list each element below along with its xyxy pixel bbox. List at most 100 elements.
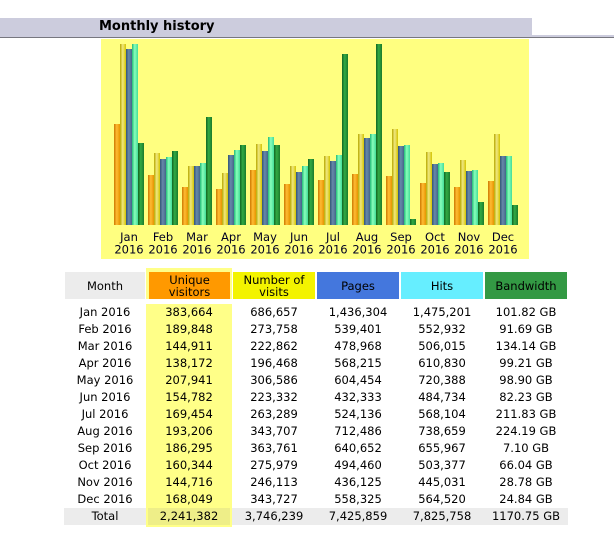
- cell-bandwidth: 98.90 GB: [499, 373, 553, 387]
- bar-visitors: [114, 124, 120, 225]
- bar-bandwidth: [206, 117, 212, 225]
- cell-month: Nov 2016: [77, 475, 133, 489]
- cell-month: Jan 2016: [79, 305, 131, 319]
- bar-bandwidth: [444, 172, 450, 225]
- chart-canvas: Jan2016Feb2016Mar2016Apr2016May2016Jun20…: [114, 44, 518, 257]
- cell-month: Jul 2016: [81, 407, 129, 421]
- cell-hits: 738,659: [418, 424, 466, 438]
- table-row: Nov 2016 144,716 246,113 436,125 445,031 28.7…: [64, 474, 568, 491]
- cell-hits: 445,031: [418, 475, 466, 489]
- cell-visitors: 168,049: [146, 491, 232, 508]
- x-tick-month-label: Aug: [356, 230, 378, 244]
- cell-hits: 506,015: [418, 339, 466, 353]
- cell-pages: 712,486: [334, 424, 382, 438]
- table-row: Jun 2016 154,782 223,332 432,333 484,734 82.2…: [64, 389, 568, 406]
- header-bandwidth-label: Bandwidth: [485, 272, 567, 299]
- x-tick-year-label: 2016: [352, 243, 381, 257]
- cell-month: Feb 2016: [78, 322, 132, 336]
- cell-pages: 640,652: [334, 441, 382, 455]
- cell-pages: 568,215: [334, 356, 382, 370]
- header-month-label: Month: [65, 272, 145, 299]
- bar-bandwidth: [172, 151, 178, 225]
- table-row: Mar 2016 144,911 222,862 478,968 506,015 134.…: [64, 338, 568, 355]
- header-visits: Number of visits: [232, 268, 316, 299]
- bar-pages: [262, 151, 268, 225]
- x-tick-month-label: Jan: [119, 230, 138, 244]
- cell-visits: 306,586: [250, 373, 298, 387]
- table-row: Jan 2016 383,664 686,657 1,436,304 1,475,201…: [64, 304, 568, 321]
- bar-hits: [472, 170, 478, 225]
- bar-hits: [404, 145, 410, 225]
- cell-month: May 2016: [76, 373, 134, 387]
- bar-bandwidth: [274, 145, 280, 225]
- bar-pages: [432, 164, 438, 225]
- bar-visitors: [488, 181, 494, 225]
- x-tick-year-label: 2016: [318, 243, 347, 257]
- x-tick-year-label: 2016: [454, 243, 483, 257]
- monthly-history-chart: Jan 2016 Feb 2016 Mar 2016 Apr 2016 May 2016 Jun 20…: [101, 39, 529, 259]
- header-bandwidth: Bandwidth: [484, 268, 568, 299]
- cell-visits: 275,979: [250, 458, 298, 472]
- table-header-row: Month Unique visitors Number of visits P…: [64, 268, 568, 299]
- bar-visits: [222, 173, 228, 225]
- bar-visitors: [216, 189, 222, 225]
- header-visitors: Unique visitors: [146, 268, 232, 299]
- bar-hits: [132, 44, 138, 225]
- total-pages: 7,425,859: [316, 508, 400, 525]
- cell-pages: 524,136: [334, 407, 382, 421]
- table-row: Feb 2016 189,848 273,758 539,401 552,932 91.6…: [64, 321, 568, 338]
- cell-bandwidth: 24.84 GB: [499, 492, 553, 506]
- bar-hits: [166, 157, 172, 225]
- bar-bandwidth: [342, 54, 348, 225]
- cell-visitors: 193,206: [146, 423, 232, 440]
- cell-month: Sep 2016: [77, 441, 133, 455]
- cell-visits: 223,332: [250, 390, 298, 404]
- table-row: Aug 2016 193,206 343,707 712,486 738,659 224.…: [64, 423, 568, 440]
- bar-visitors: [420, 183, 426, 225]
- bar-pages: [126, 49, 132, 225]
- cell-visits: 273,758: [250, 322, 298, 336]
- cell-visitors: 207,941: [146, 372, 232, 389]
- cell-bandwidth: 224.19 GB: [495, 424, 557, 438]
- x-tick-month-label: Feb: [153, 230, 173, 244]
- total-visitors: 2,241,382: [146, 508, 232, 525]
- monthly-history-table: Month Unique visitors Number of visits P…: [64, 268, 568, 527]
- total-visitors-value: 2,241,382: [148, 508, 230, 525]
- cell-visitors: 144,716: [146, 474, 232, 491]
- cell-hits: 1,475,201: [412, 305, 472, 319]
- cell-bandwidth: 134.14 GB: [495, 339, 557, 353]
- x-tick-year-label: 2016: [114, 243, 143, 257]
- bar-visitors: [318, 180, 324, 225]
- total-visits: 3,746,239: [232, 508, 316, 525]
- bar-visits: [120, 44, 126, 225]
- bar-bandwidth: [138, 143, 144, 225]
- header-divider-line: [0, 37, 614, 38]
- visitors-column-tail: [146, 525, 232, 527]
- bar-visitors: [284, 184, 290, 225]
- bar-visitors: [148, 175, 154, 225]
- cell-visitors: 144,911: [146, 338, 232, 355]
- cell-month: Apr 2016: [78, 356, 132, 370]
- bar-hits: [336, 155, 342, 225]
- bar-bandwidth: [478, 202, 484, 225]
- header-hits: Hits: [400, 268, 484, 299]
- cell-visits: 343,727: [250, 492, 298, 506]
- bar-visits: [324, 156, 330, 225]
- x-tick-month-label: Nov: [458, 230, 481, 244]
- total-month: Total: [64, 508, 146, 525]
- x-tick-month-label: May: [253, 230, 277, 244]
- total-hits: 7,825,758: [400, 508, 484, 525]
- bar-visitors: [250, 170, 256, 225]
- bar-hits: [438, 163, 444, 225]
- cell-visits: 222,862: [250, 339, 298, 353]
- table-row: Jul 2016 169,454 263,289 524,136 568,104 211.…: [64, 406, 568, 423]
- bar-hits: [302, 166, 308, 225]
- cell-bandwidth: 99.21 GB: [499, 356, 553, 370]
- cell-visits: 343,707: [250, 424, 298, 438]
- header-visitors-label: Unique visitors: [149, 272, 230, 299]
- bar-hits: [200, 163, 206, 225]
- bar-hits: [506, 156, 512, 225]
- bar-visitors: [182, 187, 188, 225]
- header-pages-label: Pages: [317, 272, 399, 299]
- cell-bandwidth: 66.04 GB: [499, 458, 553, 472]
